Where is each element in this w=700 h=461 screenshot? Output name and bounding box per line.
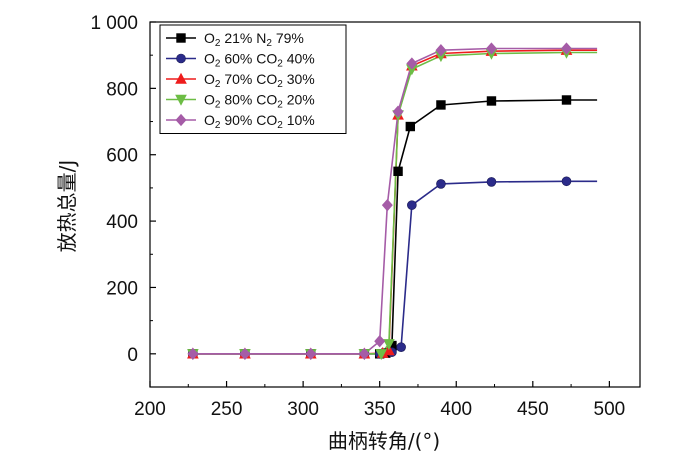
legend-label-part: 80% CO: [220, 92, 277, 108]
y-axis-title: 放热总量/J: [55, 160, 79, 253]
legend: O2 21% N2 79%O2 60% CO2 40%O2 70% CO2 30…: [159, 24, 347, 134]
x-tick-label: 200: [134, 399, 166, 420]
x-tick-label: 450: [517, 399, 549, 420]
data-point-series-4: [375, 349, 388, 361]
legend-label-part: 79%: [272, 30, 304, 46]
legend-label-3: O2 70% CO2 30%: [204, 71, 315, 90]
legend-label-part: 21% N: [220, 30, 266, 46]
legend-subscript: 2: [277, 100, 283, 111]
legend-marker-1: [176, 33, 186, 43]
y-tick-label: 800: [106, 79, 138, 100]
x-tick-label: 250: [211, 399, 243, 420]
legend-subscript: 2: [277, 120, 283, 131]
data-point-series-5: [305, 347, 317, 360]
legend-label-part: 70% CO: [220, 71, 277, 87]
legend-marker-4: [175, 94, 187, 106]
legend-label-part: O: [204, 30, 215, 46]
legend-label-part: 20%: [283, 92, 315, 108]
legend-subscript: 2: [266, 38, 272, 49]
y-tick-label: 400: [106, 212, 138, 233]
data-point-series-2: [436, 179, 446, 189]
data-point-series-1: [405, 121, 416, 132]
legend-subscript: 2: [215, 100, 221, 111]
y-tick-label: 600: [106, 146, 138, 167]
data-point-series-1: [436, 100, 446, 110]
legend-label-part: 90% CO: [220, 112, 277, 128]
y-tick-label: 1 000: [90, 13, 138, 34]
data-point-series-1: [561, 95, 572, 105]
x-tick-label: 300: [287, 399, 319, 420]
legend-marker-5: [175, 113, 187, 127]
legend-label-part: O: [204, 71, 215, 87]
y-tick-label: 200: [106, 278, 138, 299]
series-markers: [187, 42, 573, 361]
data-point-series-2: [486, 177, 497, 187]
legend-marker-3: [175, 72, 187, 84]
data-point-series-5: [374, 335, 386, 348]
legend-label-4: O2 80% CO2 20%: [204, 92, 315, 111]
legend-label-1: O2 21% N2 79%: [204, 30, 304, 49]
x-tick-label: 500: [594, 399, 626, 420]
legend-label-part: 10%: [283, 112, 315, 128]
legend-label-part: O: [204, 51, 215, 67]
legend-label-5: O2 90% CO2 10%: [204, 112, 315, 131]
data-point-series-2: [407, 200, 417, 210]
series-line-5: [192, 47, 598, 355]
legend-label-part: O: [204, 112, 215, 128]
legend-label-part: 40%: [283, 51, 315, 67]
legend-label-part: 30%: [283, 71, 315, 87]
legend-label-part: 60% CO: [220, 51, 277, 67]
axis-ticks: [149, 21, 610, 387]
data-point-series-2: [396, 342, 406, 352]
data-point-series-5: [561, 42, 572, 55]
data-point-series-5: [485, 42, 497, 55]
legend-label-part: O: [204, 92, 215, 108]
data-point-series-5: [435, 44, 447, 57]
data-point-series-1: [486, 96, 497, 106]
data-point-series-5: [239, 347, 251, 360]
legend-subscript: 2: [215, 120, 221, 131]
data-point-series-2: [561, 176, 572, 187]
tick-labels: 200 250 300 350 400 450 500 0 200 400 600 800 1 000: [90, 13, 625, 420]
data-point-series-5: [381, 199, 393, 212]
x-tick-label: 400: [440, 399, 472, 420]
x-tick-label: 350: [364, 399, 396, 420]
legend-subscript: 2: [277, 79, 283, 90]
data-point-series-5: [406, 57, 418, 70]
legend-subscript: 2: [215, 59, 221, 70]
legend-subscript: 2: [215, 79, 221, 90]
y-tick-label: 0: [127, 345, 138, 366]
legend-subscript: 2: [215, 38, 221, 49]
legend-subscript: 2: [277, 59, 283, 70]
data-point-series-1: [393, 166, 403, 177]
legend-label-2: O2 60% CO2 40%: [204, 51, 315, 70]
data-point-series-4: [383, 339, 395, 351]
data-point-series-5: [187, 347, 199, 360]
data-point-series-5: [358, 347, 370, 360]
plot-frame: [149, 21, 641, 388]
x-axis-title: 曲柄转角/(°): [328, 429, 440, 453]
legend-marker-2: [176, 53, 186, 64]
data-point-series-5: [392, 105, 404, 118]
